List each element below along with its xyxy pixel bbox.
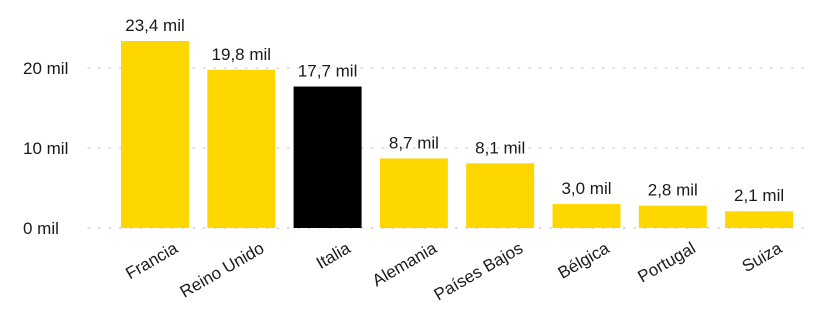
category-label: Portugal — [634, 238, 698, 286]
value-label: 8,1 mil — [475, 138, 525, 157]
y-tick-label: 20 mil — [23, 59, 68, 78]
value-label: 2,8 mil — [648, 181, 698, 200]
value-label: 8,7 mil — [389, 133, 439, 152]
value-label: 19,8 mil — [212, 45, 272, 64]
y-axis-tick-labels: 0 mil 10 mil 20 mil — [23, 59, 68, 238]
category-label: Reino Unido — [177, 238, 268, 301]
bar — [638, 205, 707, 228]
category-label: Alemania — [369, 238, 440, 290]
category-label: Suiza — [739, 238, 786, 276]
value-label: 23,4 mil — [125, 16, 185, 35]
y-tick-label: 0 mil — [23, 219, 59, 238]
bar — [293, 86, 362, 228]
value-label: 2,1 mil — [734, 186, 784, 205]
grid — [87, 67, 813, 229]
value-label: 17,7 mil — [298, 62, 358, 81]
y-tick-label: 10 mil — [23, 139, 68, 158]
category-label: Bélgica — [555, 238, 613, 283]
bar — [552, 204, 621, 228]
bars — [121, 41, 794, 229]
bar — [466, 163, 535, 228]
category-label: Países Bajos — [431, 238, 526, 304]
bar — [725, 211, 794, 228]
category-label: Francia — [122, 238, 181, 283]
value-label: 3,0 mil — [561, 179, 611, 198]
bar — [207, 69, 276, 229]
value-labels: 23,4 mil 19,8 mil 17,7 mil 8,7 mil 8,1 mil 3,… — [125, 16, 784, 205]
category-label: Italia — [313, 238, 354, 273]
bar — [121, 41, 189, 228]
bar — [379, 158, 448, 228]
